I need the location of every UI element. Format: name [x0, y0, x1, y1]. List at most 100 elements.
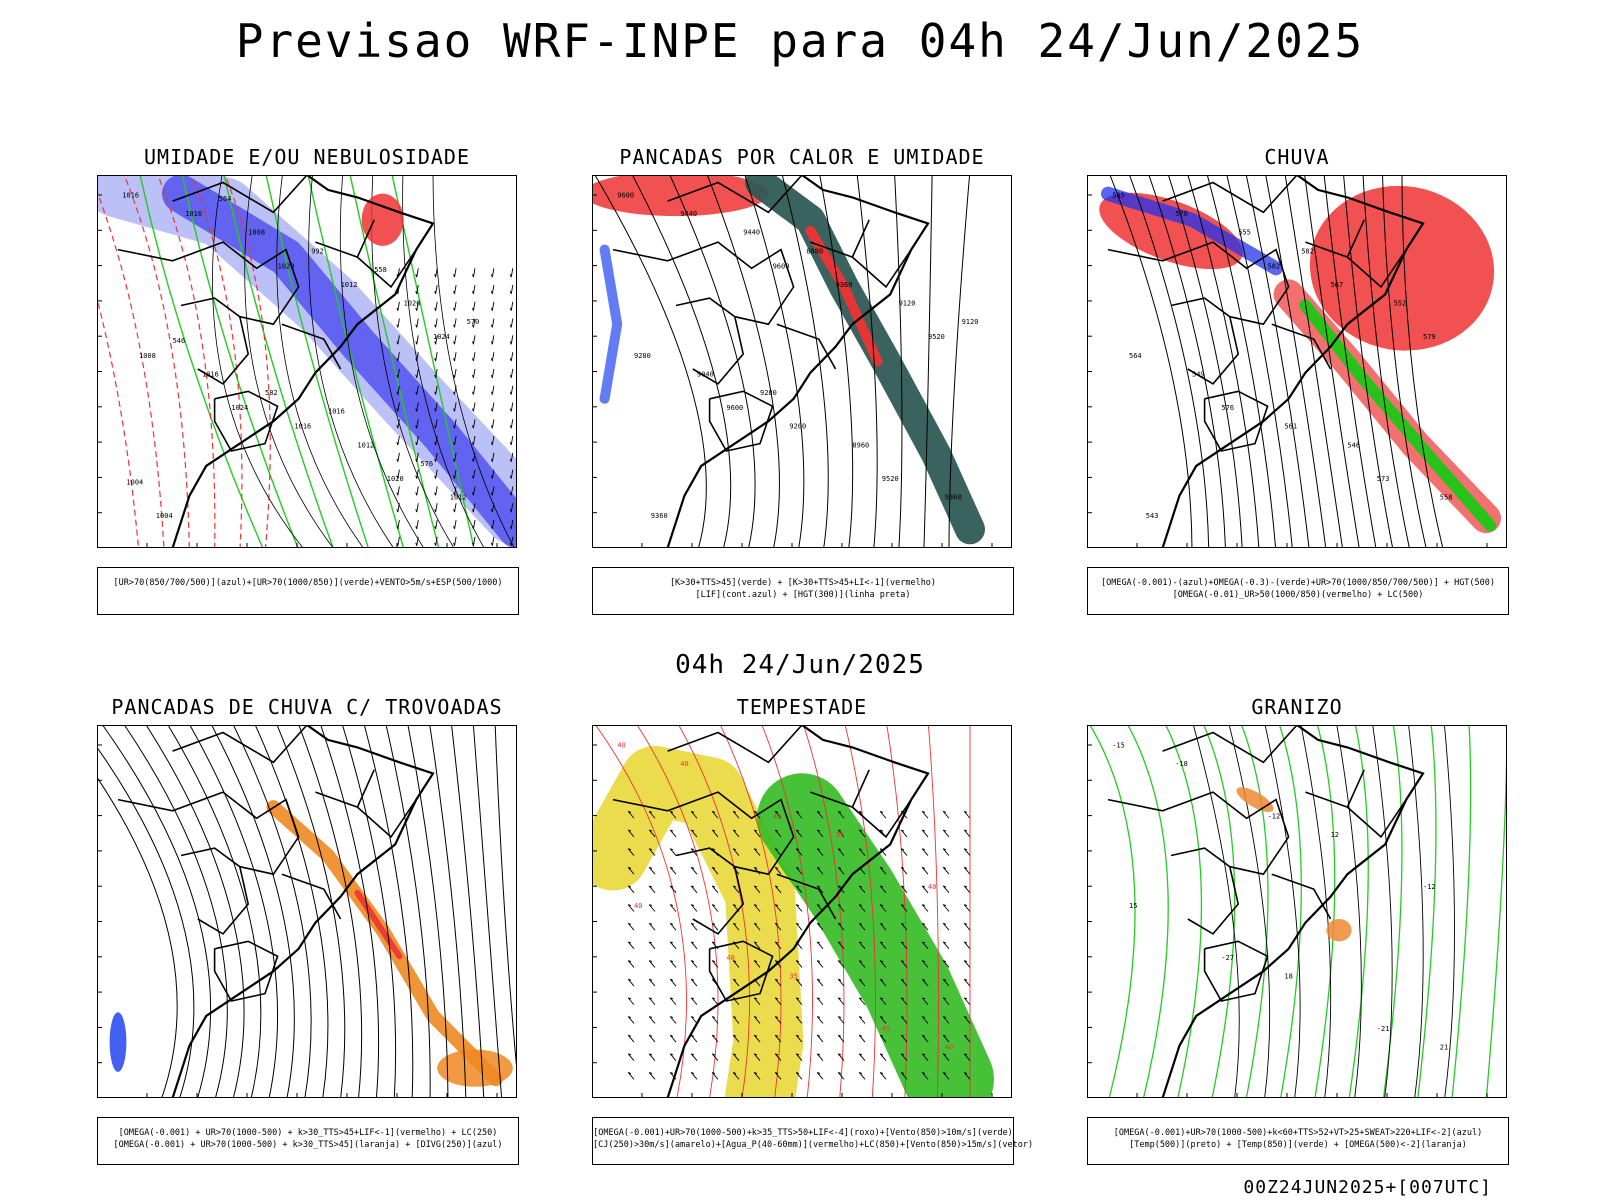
wind-vector: [859, 1016, 863, 1019]
lc850-contour: [844, 725, 876, 1098]
wind-vector: [670, 997, 674, 1000]
wind-vector: [434, 509, 437, 513]
wind-vector: [648, 978, 656, 987]
country-border: [667, 725, 803, 764]
wind-vector: [434, 274, 437, 278]
wind-vector: [901, 904, 905, 907]
wind-vector: [712, 1053, 716, 1056]
contour-label: 1012: [450, 494, 467, 502]
wind-vector: [396, 492, 399, 496]
wind-vector: [434, 391, 437, 395]
wind-vector: [796, 922, 800, 925]
coastline: [171, 175, 435, 548]
strong-omega-band: [1299, 299, 1497, 532]
contour-label: 9520: [928, 333, 945, 341]
wind-vector: [922, 997, 926, 1000]
map-umidade: 1016 1020 1024 1024 1020 1016 1012 1008 1016 1012…: [97, 175, 517, 548]
wind-vector: [901, 997, 905, 1000]
wind-vector: [454, 503, 457, 513]
wind-vector: [648, 997, 656, 1006]
jet-region: [592, 745, 804, 1098]
wind-vector: [943, 829, 947, 832]
wind-vector: [415, 358, 418, 362]
wind-vector: [858, 941, 866, 950]
streamline: [232, 725, 312, 1098]
wind-vector: [858, 1034, 866, 1043]
wind-vector: [733, 1016, 737, 1019]
contour-label: 18: [1284, 973, 1292, 981]
contour-label: -27: [1221, 954, 1234, 962]
wind-vector: [627, 848, 635, 856]
wind-vector: [396, 358, 399, 362]
wind-vector: [472, 419, 476, 429]
contour-label: 40: [726, 954, 734, 962]
rain-region: [1099, 192, 1243, 270]
wind-vector: [963, 904, 971, 912]
temp850-contour: [1165, 725, 1203, 1098]
wind-vector: [795, 1072, 803, 1080]
wind-vector: [775, 960, 779, 963]
hgt300-contour: [894, 175, 903, 548]
wind-vector: [690, 978, 698, 987]
contour-label: -12: [1423, 883, 1436, 891]
wind-vector: [691, 1072, 695, 1074]
contour-label: 564: [219, 195, 232, 203]
wind-vector: [416, 486, 419, 496]
wind-vector: [648, 960, 656, 968]
contour-label: 9120: [899, 300, 916, 308]
wind-vector: [628, 829, 632, 832]
wind-vector: [416, 402, 419, 412]
wind-vector: [472, 368, 476, 378]
wind-vector: [838, 829, 842, 832]
wind-vector: [416, 268, 419, 278]
humidity-deep-layer: [162, 175, 517, 548]
temp850-contour: [1485, 725, 1507, 1098]
wind-vector: [415, 542, 418, 546]
wind-vector: [879, 1034, 887, 1043]
wind-vector: [753, 829, 761, 838]
wind-vector: [942, 978, 950, 987]
run-timestamp: 00Z24JUN2025+[007UTC]: [1243, 1177, 1492, 1198]
wind-vector: [490, 290, 493, 295]
wind-vector: [879, 811, 887, 819]
wind-vector: [690, 1016, 698, 1024]
wind-vector: [453, 358, 455, 362]
legend-line: [Temp(500)](preto) + [Temp(850)](verde) …: [1129, 1140, 1467, 1150]
wind-vector: [648, 1053, 656, 1061]
country-border: [180, 297, 250, 385]
wind-vector: [774, 867, 782, 875]
wind-vector: [691, 904, 695, 907]
wind-vector: [922, 978, 926, 981]
wind-vector: [922, 941, 926, 944]
wind-vector: [880, 904, 884, 907]
wind-vector: [879, 867, 887, 875]
wind-vector: [733, 848, 737, 851]
contour-label: 576: [420, 460, 433, 468]
wind-vector: [754, 848, 758, 851]
wind-vector: [435, 368, 438, 378]
wind-vector: [922, 848, 926, 851]
wind-vector: [816, 1053, 824, 1061]
wind-vector: [922, 1053, 926, 1056]
wind-vector: [397, 536, 400, 546]
humidity-low-contour: [223, 175, 334, 548]
wind-vector: [942, 1034, 950, 1043]
wind-vector: [837, 1034, 845, 1043]
wind-vector: [491, 402, 495, 412]
contour-label: 1008: [248, 229, 265, 237]
wind-vector: [775, 866, 779, 869]
country-border: [1203, 390, 1269, 452]
unstable-region: [592, 175, 769, 217]
wind-vector: [649, 885, 653, 888]
wind-vector: [732, 1016, 740, 1024]
streamline: [276, 725, 346, 1098]
wind-vector: [796, 1016, 800, 1019]
wind-vector: [649, 810, 653, 813]
wind-vector: [627, 1072, 635, 1080]
wind-vector: [669, 904, 677, 912]
country-border: [1346, 799, 1407, 839]
wind-vector: [396, 425, 399, 429]
wind-vector: [649, 848, 653, 851]
wind-vector: [691, 866, 695, 869]
wind-vector: [838, 960, 842, 963]
